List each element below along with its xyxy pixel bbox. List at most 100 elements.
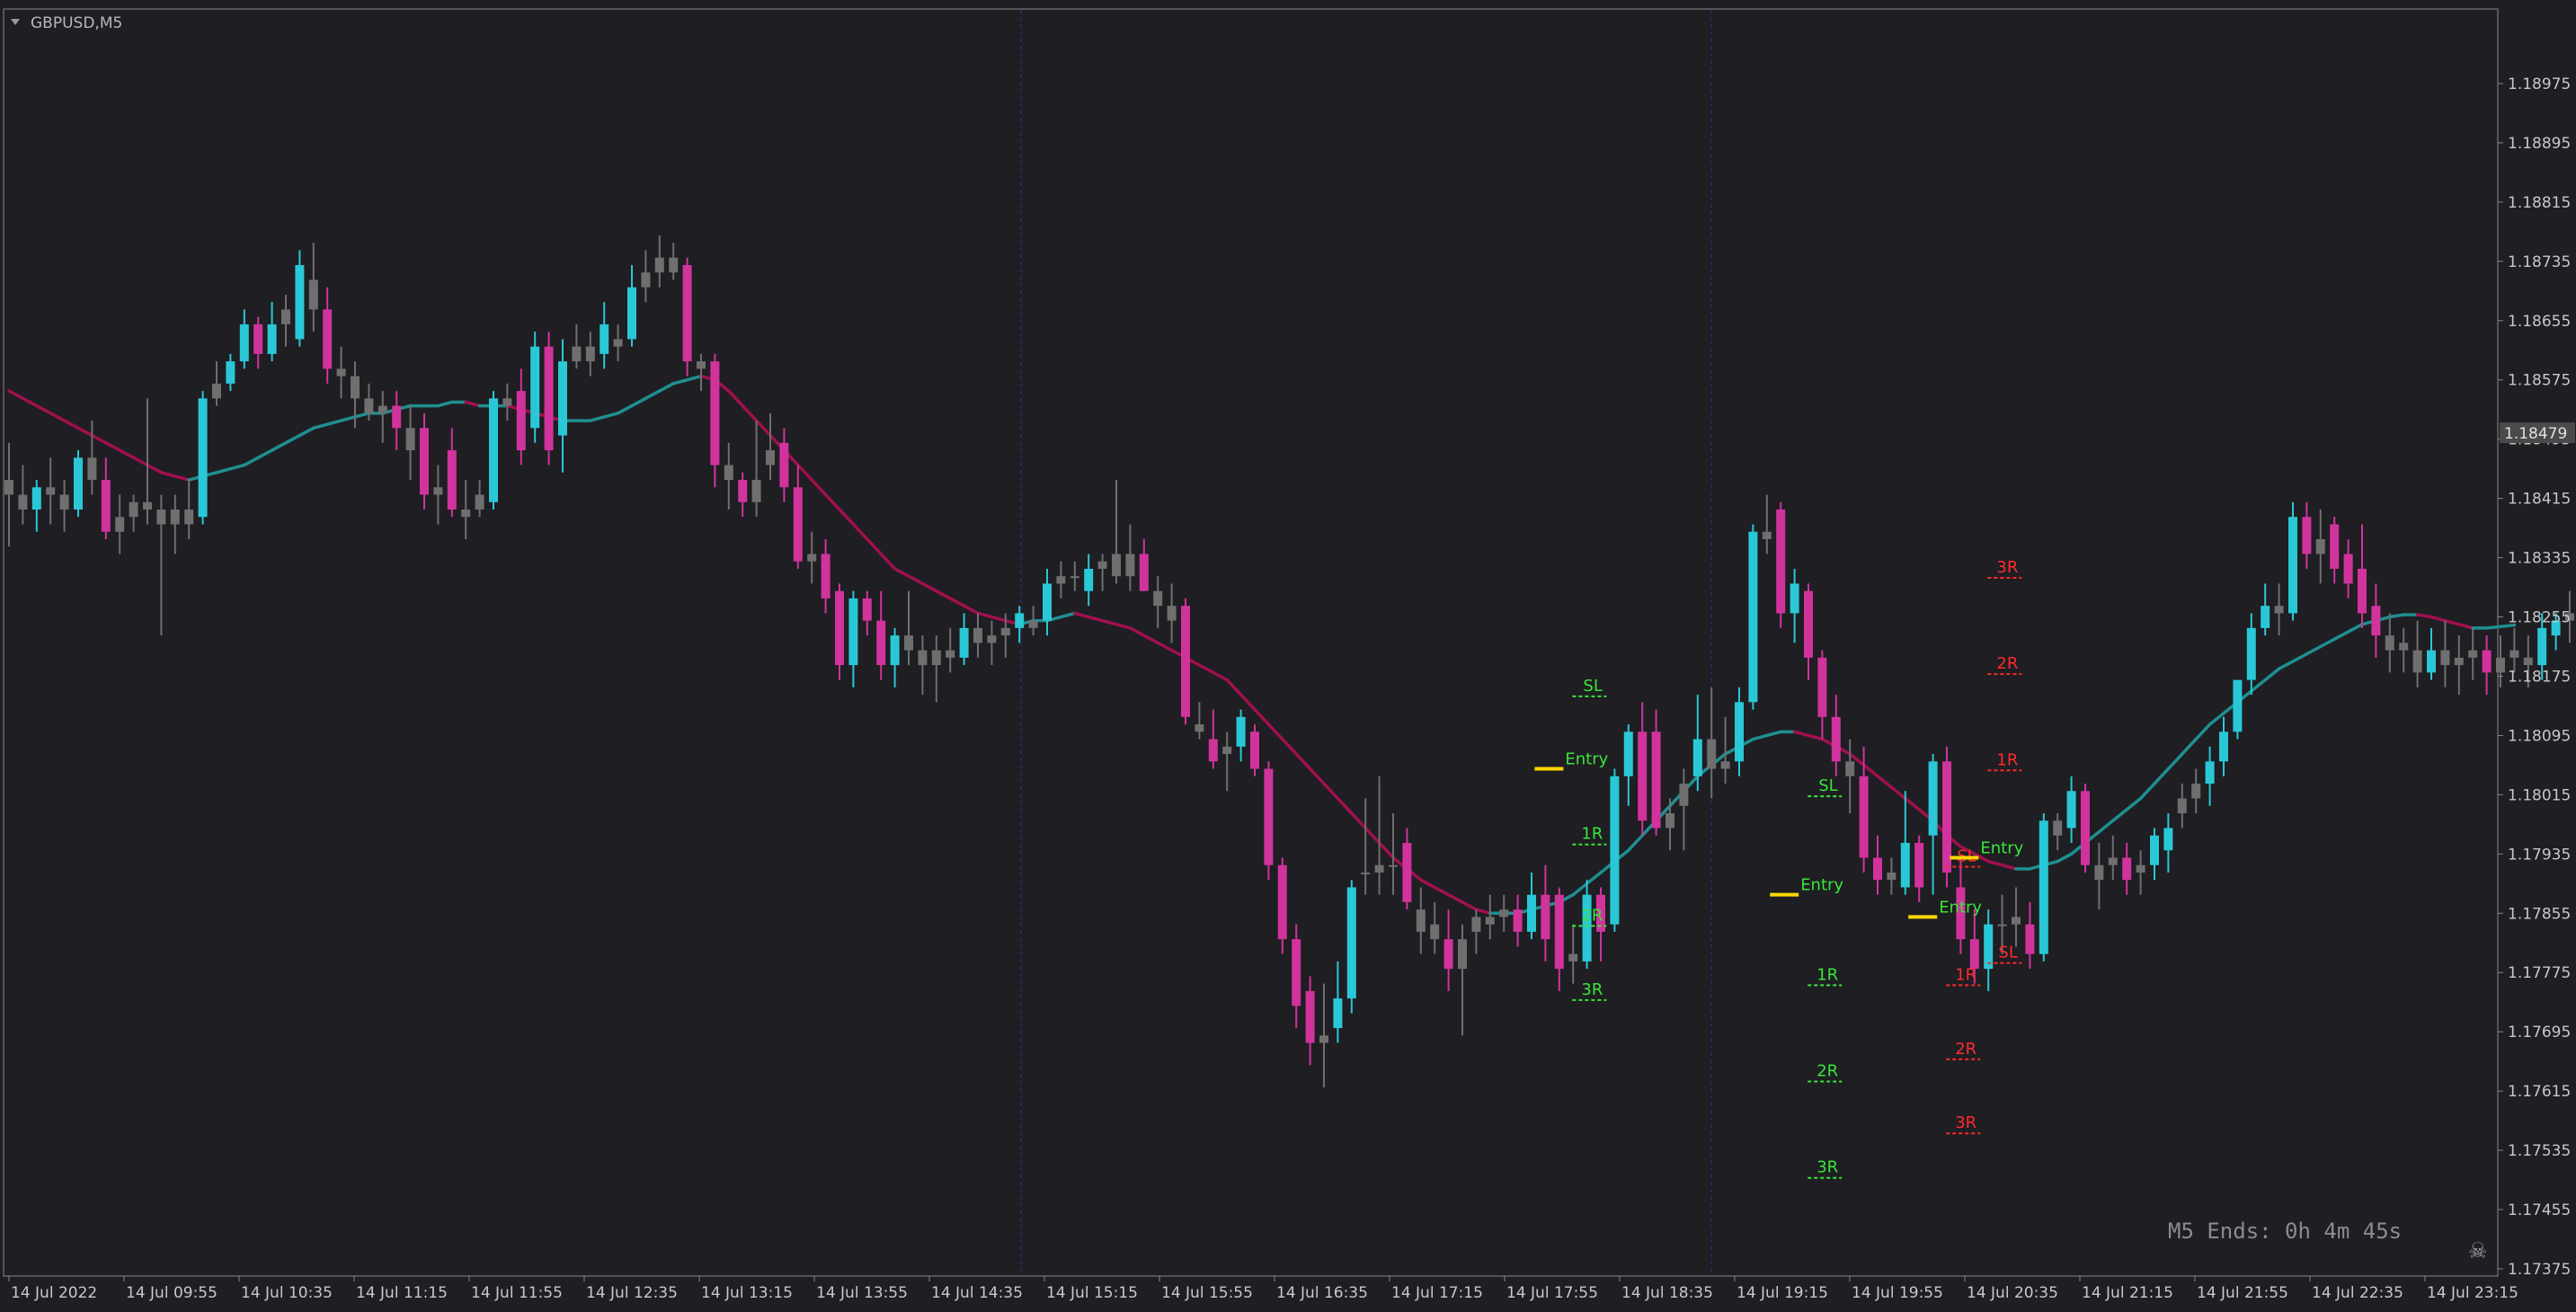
moving-average-segment <box>685 374 703 382</box>
skull-icon[interactable]: ☠ <box>2468 1238 2488 1263</box>
target-label: 2R <box>1581 906 1603 925</box>
candle-body <box>59 494 69 510</box>
moving-average-segment <box>644 389 662 401</box>
candle-body <box>1208 739 1218 762</box>
moving-average-segment <box>312 422 329 430</box>
candle-body <box>2233 679 2243 732</box>
moving-average-segment <box>2263 667 2281 682</box>
candle-body <box>1527 894 1536 932</box>
candle-body <box>1139 554 1149 591</box>
moving-average-segment <box>948 597 966 607</box>
candle-body <box>987 635 997 643</box>
entry-label: Entry <box>1939 898 1982 917</box>
moving-average-segment <box>823 492 841 511</box>
moving-average-segment <box>1959 845 1976 856</box>
moving-average-segment <box>76 426 94 438</box>
candle-body <box>2468 650 2478 658</box>
candle-body <box>1402 842 1412 902</box>
candle-body <box>1416 909 1426 932</box>
x-tick-label: 14 Jul 14:35 <box>931 1284 1023 1302</box>
moving-average-segment <box>658 382 675 393</box>
candle-body <box>1928 761 1938 836</box>
candle-body <box>46 487 56 495</box>
candle-body <box>239 324 249 362</box>
candle-body <box>1264 768 1274 865</box>
moving-average-segment <box>741 403 759 422</box>
candle-body <box>2150 835 2159 865</box>
candle-body <box>115 517 125 532</box>
candle-body <box>1776 510 1786 614</box>
candle-body <box>1028 620 1038 628</box>
y-tick-label: 1.17855 <box>2508 905 2571 923</box>
candle-body <box>751 480 761 502</box>
candle-body <box>654 257 664 273</box>
candle-body <box>2427 650 2436 673</box>
candle-body <box>1638 731 1648 821</box>
candle-body <box>766 450 775 465</box>
moving-average-segment <box>2332 630 2350 642</box>
y-tick-label: 1.18735 <box>2508 253 2571 271</box>
moving-average-segment <box>2138 782 2156 801</box>
x-tick-label: 14 Jul 21:55 <box>2197 1284 2288 1302</box>
moving-average-segment <box>62 419 80 430</box>
candle-body <box>1056 576 1066 584</box>
y-tick-label: 1.18335 <box>2508 550 2571 568</box>
target-label: 1R <box>1581 825 1603 844</box>
moving-average-segment <box>1848 752 1866 767</box>
candle-body <box>1084 568 1094 591</box>
candle-body <box>378 405 387 413</box>
x-tick-label: 14 Jul 21:15 <box>2082 1284 2173 1302</box>
moving-average-segment <box>1433 885 1451 897</box>
moving-average-segment <box>2429 615 2447 623</box>
moving-average-segment <box>2305 644 2323 656</box>
candle-body <box>295 264 305 340</box>
moving-average-segment <box>1765 730 1782 738</box>
target-label: 3R <box>1955 1113 1976 1132</box>
moving-average-segment <box>2181 737 2198 756</box>
candle-body <box>308 279 318 310</box>
y-tick-label: 1.17775 <box>2508 964 2571 982</box>
moving-average-segment <box>2415 613 2433 619</box>
moving-average-segment <box>1087 615 1105 623</box>
moving-average-segment <box>1751 733 1769 741</box>
candle-body <box>1015 613 1025 628</box>
symbol-title[interactable]: GBPUSD,M5 <box>31 14 122 32</box>
candle-body <box>2274 606 2284 614</box>
moving-average-segment <box>1474 908 1492 916</box>
moving-average-segment <box>1336 796 1354 815</box>
candle-body <box>2205 761 2215 785</box>
moving-average-segment <box>2000 863 2018 871</box>
candle-body <box>959 627 969 658</box>
moving-average-segment <box>146 463 164 474</box>
candle-body <box>1887 872 1896 881</box>
candle-body <box>2012 917 2021 925</box>
moving-average-segment <box>1142 634 1159 645</box>
candle-body <box>1070 576 1079 579</box>
y-tick-label: 1.18415 <box>2508 491 2571 509</box>
candle-body <box>1568 953 1578 962</box>
candle-body <box>572 346 582 362</box>
moving-average-segment <box>1446 892 1464 904</box>
moving-average-segment <box>1986 859 2004 867</box>
candle-body <box>1346 887 1356 999</box>
moving-average-segment <box>976 611 994 619</box>
moving-average-segment <box>2499 623 2517 629</box>
moving-average-segment <box>90 433 108 445</box>
x-tick-label: 14 Jul 10:35 <box>241 1284 333 1302</box>
target-label: 1R <box>1996 750 2018 769</box>
candle-body <box>1333 998 1343 1029</box>
x-tick-label: 14 Jul 11:55 <box>471 1284 563 1302</box>
candle-body <box>212 383 221 399</box>
candle-body <box>1153 590 1163 607</box>
current-price-tag: 1.18479 <box>2504 425 2567 443</box>
candle-body <box>2330 524 2340 569</box>
y-tick-label: 1.18815 <box>2508 194 2571 212</box>
candle-body <box>585 346 595 362</box>
collapse-arrow-icon[interactable] <box>11 19 20 25</box>
x-tick-label: 14 Jul 16:35 <box>1276 1284 1368 1302</box>
candle-body <box>2136 864 2145 873</box>
moving-average-segment <box>104 441 121 452</box>
target-label: 2R <box>1996 654 2018 673</box>
